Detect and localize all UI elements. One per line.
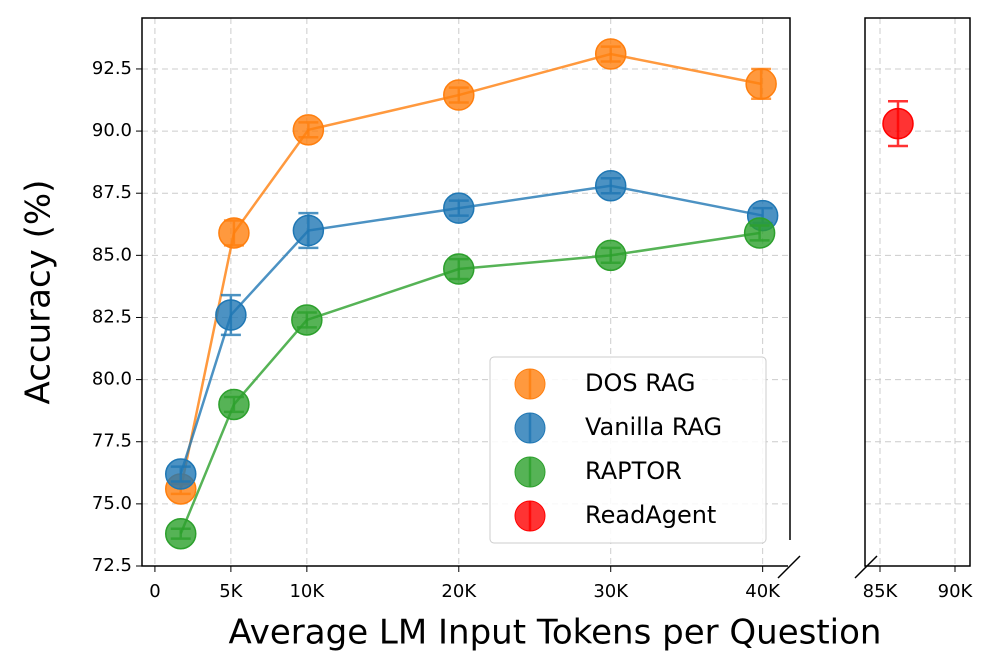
legend-marker [514, 456, 546, 488]
break-gap [788, 540, 798, 570]
marker [443, 79, 475, 111]
legend-marker [514, 500, 546, 532]
marker [292, 214, 325, 247]
legend-label: Vanilla RAG [585, 413, 722, 441]
x-tick-label: 40K [745, 581, 781, 602]
axis-break [854, 555, 878, 579]
marker [443, 253, 475, 285]
y-tick-label: 85.0 [92, 244, 132, 265]
y-tick-label: 92.5 [92, 58, 132, 79]
marker [292, 114, 325, 146]
y-axis-label: Accuracy (%) [19, 180, 59, 405]
y-tick-label: 77.5 [92, 431, 132, 452]
marks [164, 38, 914, 550]
marker [743, 217, 776, 249]
legend-label: ReadAgent [585, 501, 716, 529]
marker [594, 38, 627, 70]
y-tick-label: 80.0 [92, 369, 132, 390]
x-tick-label: 85K [863, 581, 899, 602]
x-tick-label: 10K [289, 581, 325, 602]
x-tick-label: 20K [441, 581, 477, 602]
axes-frame [141, 17, 791, 567]
marker [164, 517, 197, 550]
legend-marker [514, 412, 546, 444]
y-tick-label: 82.5 [92, 306, 132, 327]
x-tick-label: 0 [149, 581, 160, 602]
marker [882, 107, 914, 140]
marker [745, 68, 777, 100]
marker [291, 304, 323, 336]
y-tick-label: 72.5 [92, 555, 132, 576]
marker [164, 458, 197, 490]
y-tick-label: 87.5 [92, 182, 132, 203]
marker [594, 170, 627, 202]
axis-break [777, 555, 801, 579]
marker [594, 239, 627, 272]
marker [443, 192, 475, 224]
legend: DOS RAG Vanilla RAG RAPTOR ReadAgent [489, 356, 767, 544]
legend-label: RAPTOR [585, 457, 682, 485]
marker [215, 299, 247, 331]
x-tick-label: 30K [593, 581, 629, 602]
marker [218, 217, 250, 249]
y-tick-label: 75.0 [92, 493, 132, 514]
line [179, 231, 760, 535]
axes-frame [864, 17, 971, 567]
x-axis-label: Average LM Input Tokens per Question [229, 613, 882, 653]
x-tick-label: 5K [219, 581, 243, 602]
line [179, 184, 763, 475]
legend-marker [514, 368, 546, 400]
marker [218, 388, 250, 421]
legend-box [489, 356, 767, 544]
legend-label: DOS RAG [585, 369, 696, 397]
line [179, 52, 762, 490]
x-tick-label: 90K [938, 581, 974, 602]
y-tick-label: 90.0 [92, 120, 132, 141]
